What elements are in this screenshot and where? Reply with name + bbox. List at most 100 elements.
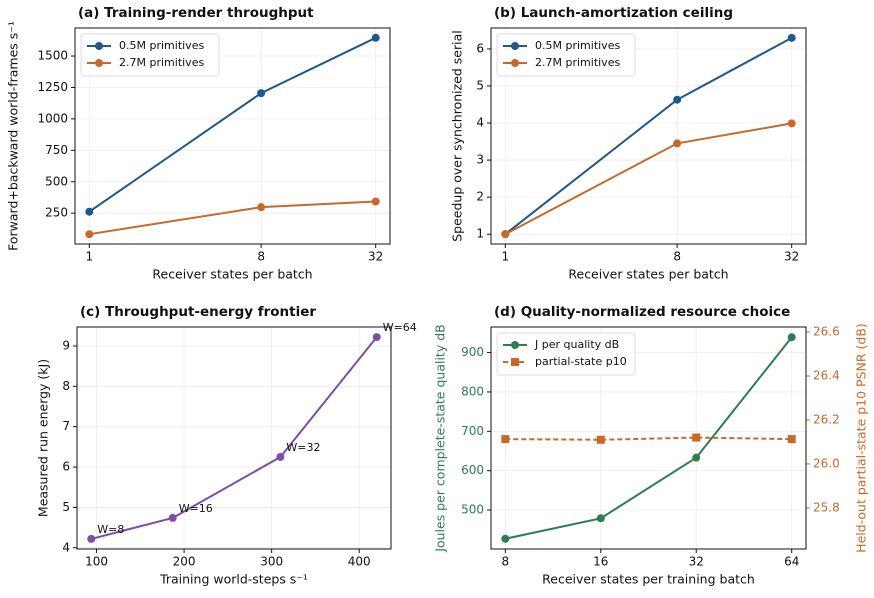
point-label: W=32 xyxy=(286,441,320,454)
legend-marker xyxy=(511,42,519,50)
x-tick-label: 64 xyxy=(784,555,799,569)
y-tick-label: 1250 xyxy=(37,80,68,94)
x-tick-label: 32 xyxy=(784,250,799,264)
marker xyxy=(692,453,701,462)
y2-tick-label: 26.4 xyxy=(813,369,840,383)
legend: 0.5M primitives 2.7M primitives xyxy=(80,33,220,77)
legend-label: 0.5M primitives xyxy=(535,39,620,52)
legend-label: partial-state p10 xyxy=(535,355,627,368)
y-tick-label: 800 xyxy=(461,384,484,398)
series xyxy=(85,197,380,239)
marker xyxy=(787,119,796,128)
legend-label: 2.7M primitives xyxy=(119,56,204,69)
x-tick-label: 100 xyxy=(85,555,108,569)
y2-axis-label: Held-out partial-state p10 PSNR (dB) xyxy=(854,323,869,553)
panel-title: (c) Throughput-energy frontier xyxy=(80,304,316,320)
x-axis-label: Training world-steps s⁻¹ xyxy=(159,572,308,587)
marker xyxy=(257,203,266,212)
x-tick-label: 8 xyxy=(673,250,681,264)
x-tick-label: 1 xyxy=(85,250,93,264)
plot-frame xyxy=(76,326,392,550)
y-tick-label: 500 xyxy=(461,503,484,517)
y-tick-label: 4 xyxy=(62,540,70,554)
legend-label: 0.5M primitives xyxy=(119,39,204,52)
y-tick-label: 900 xyxy=(461,345,484,359)
marker xyxy=(787,435,796,444)
series xyxy=(87,333,381,543)
panel-title: (d) Quality-normalized resource choice xyxy=(494,304,790,320)
x-axis-label: Receiver states per batch xyxy=(152,267,312,282)
panel-title: (b) Launch-amortization ceiling xyxy=(494,5,733,21)
series xyxy=(85,33,380,216)
y-axis-label: Measured run energy (kJ) xyxy=(36,359,51,517)
marker xyxy=(596,514,605,523)
line xyxy=(91,336,378,540)
y-axis-label: Joules per complete-state quality dB xyxy=(433,324,448,552)
point-label: W=16 xyxy=(179,502,213,515)
y-tick-label: 8 xyxy=(62,379,70,393)
x-tick-label: 200 xyxy=(173,555,196,569)
marker xyxy=(596,435,605,444)
y2-tick-label: 26.6 xyxy=(813,325,840,339)
x-tick-label: 8 xyxy=(501,555,509,569)
line xyxy=(505,336,793,540)
marker xyxy=(87,534,96,543)
series xyxy=(501,119,796,239)
y-tick-label: 2 xyxy=(476,190,484,204)
x-tick-label: 400 xyxy=(348,555,371,569)
y-tick-label: 6 xyxy=(476,41,484,55)
y-tick-label: 9 xyxy=(62,338,70,352)
legend-marker xyxy=(95,59,103,67)
y2-tick-label: 25.8 xyxy=(813,500,840,514)
marker xyxy=(85,230,94,239)
x-tick-label: 1 xyxy=(501,250,509,264)
y-axis-label: Forward+backward world-frames s⁻¹ xyxy=(6,21,21,251)
line xyxy=(505,436,792,441)
y-axis-label: Speedup over synchronized serial xyxy=(450,30,465,242)
y-tick-label: 1 xyxy=(476,227,484,241)
marker xyxy=(692,433,701,442)
legend-label: 2.7M primitives xyxy=(535,56,620,69)
legend: J per quality dB partial-state p10 xyxy=(496,332,636,376)
y-tick-label: 1500 xyxy=(37,49,68,63)
marker xyxy=(673,95,682,104)
x-tick-label: 300 xyxy=(260,555,283,569)
point-label: W=8 xyxy=(97,523,124,536)
marker xyxy=(372,333,381,342)
marker xyxy=(501,230,510,239)
y2-tick-label: 26.0 xyxy=(813,456,840,470)
marker xyxy=(371,197,380,206)
y-tick-label: 4 xyxy=(476,116,484,130)
legend: 0.5M primitives 2.7M primitives xyxy=(496,33,636,77)
y-tick-label: 750 xyxy=(45,143,68,157)
marker xyxy=(85,207,94,216)
marker xyxy=(371,33,380,42)
legend-frame xyxy=(496,33,636,77)
y-tick-label: 7 xyxy=(62,419,70,433)
series xyxy=(501,333,796,543)
marker xyxy=(501,534,510,543)
y2-tick-label: 26.2 xyxy=(813,412,840,426)
y-tick-label: 5 xyxy=(476,78,484,92)
y-tick-label: 6 xyxy=(62,460,70,474)
x-axis-label: Receiver states per training batch xyxy=(542,572,755,587)
y-tick-label: 700 xyxy=(461,424,484,438)
legend-marker xyxy=(511,358,519,366)
marker xyxy=(257,89,266,98)
y-tick-label: 3 xyxy=(476,153,484,167)
plot-frame xyxy=(74,27,391,245)
legend-frame xyxy=(80,33,220,77)
legend-marker xyxy=(95,42,103,50)
panel-title: (a) Training-render throughput xyxy=(78,5,314,21)
series xyxy=(501,433,796,444)
line xyxy=(504,122,792,236)
marker xyxy=(787,33,796,42)
x-tick-label: 8 xyxy=(257,250,265,264)
x-tick-label: 16 xyxy=(593,555,608,569)
legend-label: J per quality dB xyxy=(534,338,619,351)
plot-frame xyxy=(490,326,807,550)
x-tick-label: 32 xyxy=(368,250,383,264)
legend-marker xyxy=(511,341,519,349)
legend-frame xyxy=(496,332,636,376)
